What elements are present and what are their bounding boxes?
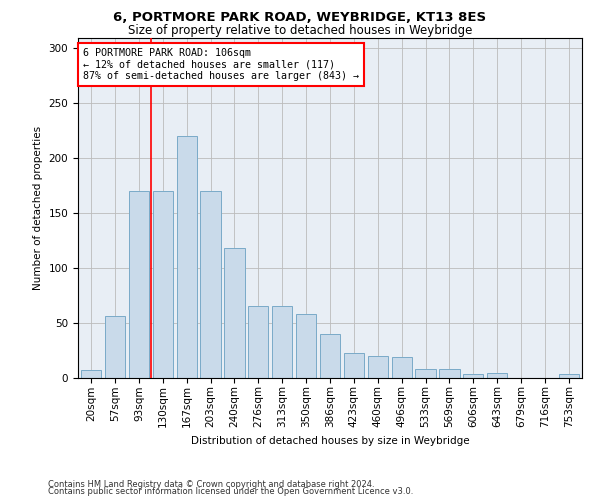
Bar bbox=[344, 354, 364, 378]
Bar bbox=[200, 191, 221, 378]
Y-axis label: Number of detached properties: Number of detached properties bbox=[33, 126, 43, 290]
Bar bbox=[176, 136, 197, 378]
Bar bbox=[152, 191, 173, 378]
Bar bbox=[368, 356, 388, 378]
Text: 6, PORTMORE PARK ROAD, WEYBRIDGE, KT13 8ES: 6, PORTMORE PARK ROAD, WEYBRIDGE, KT13 8… bbox=[113, 11, 487, 24]
Bar bbox=[463, 374, 484, 378]
Bar bbox=[81, 370, 101, 378]
Bar bbox=[415, 368, 436, 378]
Bar bbox=[439, 368, 460, 378]
Bar bbox=[248, 306, 268, 378]
Text: Contains public sector information licensed under the Open Government Licence v3: Contains public sector information licen… bbox=[48, 488, 413, 496]
Bar bbox=[296, 314, 316, 378]
Text: Contains HM Land Registry data © Crown copyright and database right 2024.: Contains HM Land Registry data © Crown c… bbox=[48, 480, 374, 489]
Bar bbox=[129, 191, 149, 378]
Bar bbox=[559, 374, 579, 378]
Bar bbox=[320, 334, 340, 378]
Bar bbox=[487, 373, 508, 378]
Bar bbox=[272, 306, 292, 378]
Bar bbox=[105, 316, 125, 378]
Bar bbox=[392, 356, 412, 378]
Bar bbox=[224, 248, 245, 378]
X-axis label: Distribution of detached houses by size in Weybridge: Distribution of detached houses by size … bbox=[191, 436, 469, 446]
Text: Size of property relative to detached houses in Weybridge: Size of property relative to detached ho… bbox=[128, 24, 472, 37]
Text: 6 PORTMORE PARK ROAD: 106sqm
← 12% of detached houses are smaller (117)
87% of s: 6 PORTMORE PARK ROAD: 106sqm ← 12% of de… bbox=[83, 48, 359, 81]
